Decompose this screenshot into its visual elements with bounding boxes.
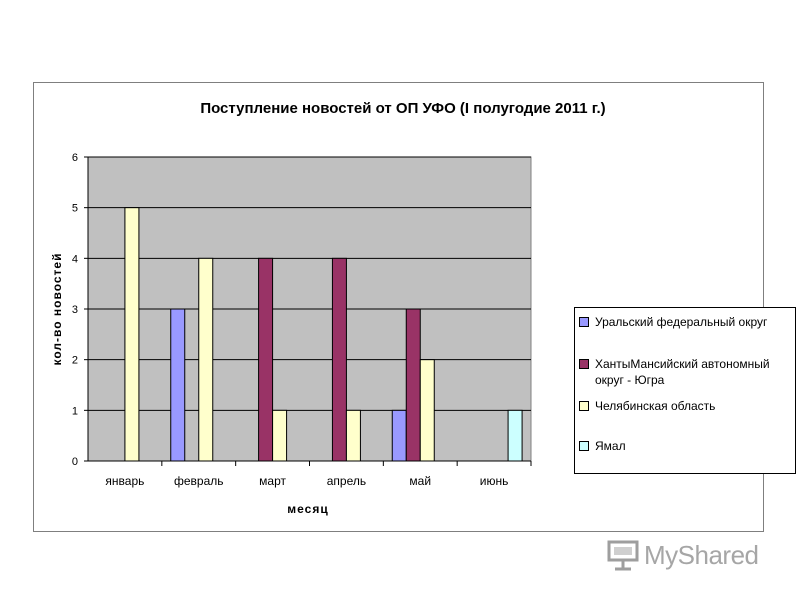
y-tick-label: 1 (72, 405, 78, 417)
legend-item-yamal: Ямал (579, 438, 793, 454)
bar (405, 308, 421, 462)
bar (170, 308, 186, 462)
x-tick-label: май (409, 474, 431, 488)
bar (331, 257, 347, 462)
x-tick-label: март (259, 474, 286, 488)
legend-swatch-ural (579, 317, 589, 327)
legend-label-ural: Уральский федеральный округ (595, 315, 768, 329)
bar (258, 257, 274, 462)
x-tick-label: январь (105, 474, 144, 488)
bar (198, 257, 214, 462)
presentation-board-icon (607, 540, 639, 571)
y-tick-label: 2 (72, 355, 78, 367)
legend-swatch-ugra (579, 359, 589, 369)
bar (272, 409, 288, 462)
x-tick-label: июнь (480, 474, 509, 488)
x-tick-label: февраль (174, 474, 224, 488)
legend-item-chelyabinsk: Челябинская область (579, 398, 793, 414)
bar (419, 359, 435, 462)
chart-title: Поступление новостей от ОП УФО (I полуго… (200, 100, 605, 117)
x-tick-label: апрель (327, 474, 366, 488)
y-tick-label: 6 (72, 152, 78, 164)
plot-area: 0 1 2 3 4 5 6 январь февраль март апрель май июнь (72, 152, 532, 488)
y-tick-label: 0 (72, 456, 78, 468)
y-tick-label: 3 (72, 304, 78, 316)
legend-label-yamal: Ямал (595, 439, 626, 453)
y-tick-label: 5 (72, 203, 78, 215)
legend-item-ural: Уральский федеральный округ (579, 314, 793, 330)
legend-label-chelyabinsk: Челябинская область (595, 399, 716, 413)
chart-legend: Уральский федеральный округ ХантыМансийс… (574, 307, 796, 474)
y-axis-title: кол-во новостей (50, 253, 64, 366)
legend-label-ugra: ХантыМансийский автономный округ - Югра (595, 357, 770, 387)
bar (391, 409, 407, 462)
x-axis-title: месяц (287, 502, 328, 516)
bar (345, 409, 361, 462)
chart-frame: Поступление новостей от ОП УФО (I полуго… (33, 82, 796, 532)
chart-svg: Поступление новостей от ОП УФО (I полуго… (50, 100, 606, 516)
watermark: MyShared (606, 535, 766, 575)
legend-swatch-yamal (579, 441, 589, 451)
watermark-text: MyShared (644, 539, 759, 570)
legend-item-ugra: ХантыМансийский автономный округ - Югра (579, 356, 793, 388)
bar (124, 207, 140, 462)
bar (507, 409, 523, 462)
legend-swatch-chelyabinsk (579, 401, 589, 411)
y-tick-label: 4 (72, 253, 78, 265)
